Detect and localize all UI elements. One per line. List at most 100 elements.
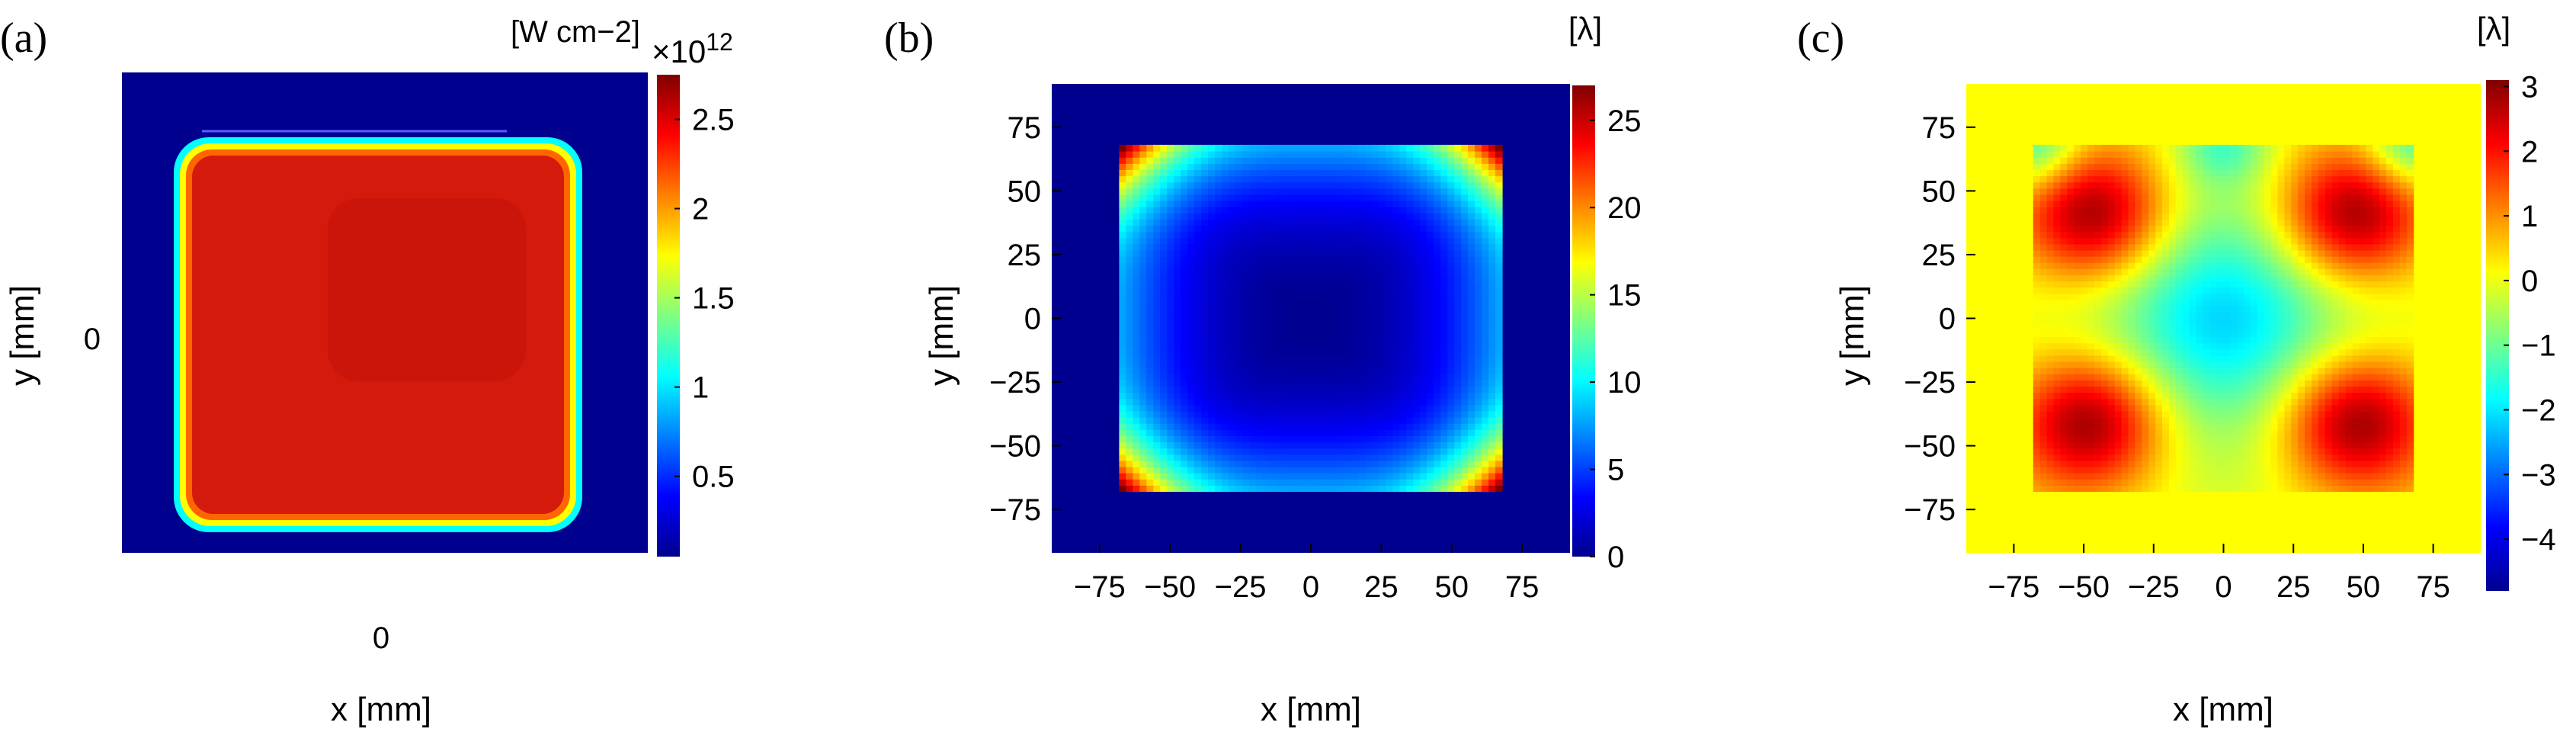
heatmap-cell bbox=[2060, 330, 2068, 338]
heatmap-cell bbox=[1181, 163, 1188, 170]
heatmap-cell bbox=[1344, 467, 1353, 474]
heatmap-cell bbox=[2230, 243, 2238, 251]
heatmap-cell bbox=[1228, 268, 1236, 275]
heatmap-cell bbox=[2223, 429, 2231, 437]
heatmap-cell bbox=[1153, 330, 1161, 338]
heatmap-cell bbox=[1344, 423, 1353, 430]
heatmap-cell bbox=[1454, 175, 1462, 183]
heatmap-cell bbox=[1276, 194, 1284, 201]
heatmap-cell bbox=[1372, 417, 1380, 424]
heatmap-cell bbox=[1338, 355, 1346, 362]
heatmap-cell bbox=[2168, 268, 2177, 275]
heatmap-cell bbox=[2114, 368, 2123, 374]
heatmap-cell bbox=[1475, 249, 1482, 257]
heatmap-cell bbox=[1174, 348, 1181, 356]
heatmap-cell bbox=[1379, 410, 1387, 418]
heatmap-cell bbox=[2142, 485, 2149, 493]
heatmap-cell bbox=[1201, 429, 1209, 437]
heatmap-cell bbox=[1201, 243, 1209, 251]
heatmap-cell bbox=[1146, 336, 1154, 344]
heatmap-cell bbox=[1420, 293, 1427, 300]
heatmap-cell bbox=[2155, 348, 2163, 356]
heatmap-cell bbox=[1133, 473, 1140, 480]
heatmap-cell bbox=[2230, 380, 2238, 387]
heatmap-cell bbox=[2162, 435, 2170, 443]
heatmap-cell bbox=[1351, 392, 1360, 400]
heatmap-cell bbox=[1351, 299, 1360, 307]
heatmap-cell bbox=[2053, 417, 2061, 424]
heatmap-cell bbox=[1222, 324, 1229, 332]
heatmap-cell bbox=[1296, 256, 1305, 263]
heatmap-cell bbox=[1399, 448, 1407, 455]
heatmap-cell bbox=[2196, 231, 2204, 239]
heatmap-cell bbox=[1222, 144, 1229, 152]
heatmap-cell bbox=[2216, 429, 2224, 437]
heatmap-cell bbox=[1228, 423, 1236, 430]
heatmap-cell bbox=[1139, 410, 1147, 418]
heatmap-cell bbox=[2121, 188, 2129, 195]
heatmap-cell bbox=[1351, 348, 1360, 356]
heatmap-cell bbox=[2114, 435, 2123, 443]
heatmap-cell bbox=[1269, 157, 1277, 164]
heatmap-cell bbox=[2107, 374, 2116, 380]
heatmap-cell bbox=[1303, 144, 1312, 152]
heatmap-cell bbox=[1153, 479, 1161, 486]
heatmap-cell bbox=[2081, 200, 2088, 207]
heatmap-cell bbox=[1269, 225, 1277, 233]
heatmap-cell bbox=[1303, 225, 1312, 233]
heatmap-cell bbox=[2128, 460, 2135, 467]
heatmap-cell bbox=[2114, 243, 2123, 251]
heatmap-cell bbox=[2216, 318, 2224, 325]
heatmap-cell bbox=[1235, 243, 1243, 251]
heatmap-cell bbox=[1488, 342, 1496, 350]
heatmap-cell bbox=[2189, 194, 2197, 201]
heatmap-cell bbox=[2121, 398, 2129, 406]
heatmap-cell bbox=[1392, 157, 1400, 164]
heatmap-cell bbox=[1338, 386, 1346, 393]
heatmap-cell bbox=[1324, 392, 1332, 400]
heatmap-cell bbox=[1351, 249, 1360, 257]
heatmap-cell bbox=[1317, 151, 1325, 158]
heatmap-cell bbox=[1174, 213, 1181, 220]
heatmap-cell bbox=[2107, 200, 2116, 207]
heatmap-cell bbox=[2216, 225, 2224, 233]
heatmap-cell bbox=[1324, 374, 1332, 380]
heatmap-cell bbox=[1269, 342, 1277, 350]
heatmap-cell bbox=[2087, 485, 2095, 493]
heatmap-cell bbox=[1187, 200, 1195, 207]
heatmap-cell bbox=[2107, 231, 2116, 239]
heatmap-cell bbox=[1365, 305, 1373, 313]
heatmap-cell bbox=[1317, 237, 1325, 245]
heatmap-cell bbox=[1139, 299, 1147, 307]
colorbar-tick-label: 2.5 bbox=[692, 104, 735, 137]
heatmap-cell bbox=[1331, 181, 1339, 189]
heatmap-cell bbox=[2087, 219, 2095, 226]
heatmap-cell bbox=[1413, 219, 1421, 226]
heatmap-cell bbox=[2053, 318, 2061, 325]
heatmap-cell bbox=[1475, 231, 1482, 239]
heatmap-cell bbox=[2155, 435, 2163, 443]
heatmap-cell bbox=[1187, 324, 1195, 332]
heatmap-cell bbox=[1160, 348, 1168, 356]
heatmap-cell bbox=[1482, 249, 1489, 257]
heatmap-cell bbox=[2142, 348, 2149, 356]
heatmap-cell bbox=[2074, 404, 2081, 412]
heatmap-cell bbox=[1324, 188, 1332, 195]
heatmap-cell bbox=[2087, 175, 2095, 183]
heatmap-cell bbox=[2100, 355, 2109, 362]
heatmap-cell bbox=[1406, 287, 1414, 294]
heatmap-cell bbox=[2121, 219, 2129, 226]
heatmap-cell bbox=[1482, 237, 1489, 245]
heatmap-cell bbox=[2223, 398, 2231, 406]
heatmap-cell bbox=[1248, 262, 1257, 269]
heatmap-cell bbox=[1255, 348, 1264, 356]
heatmap-cell bbox=[2182, 175, 2190, 183]
heatmap-cell bbox=[1228, 281, 1236, 288]
heatmap-cell bbox=[1303, 256, 1312, 263]
heatmap-cell bbox=[1167, 200, 1174, 207]
heatmap-cell bbox=[1468, 157, 1475, 164]
heatmap-cell bbox=[1440, 231, 1448, 239]
heatmap-cell bbox=[1119, 256, 1126, 263]
heatmap-cell bbox=[2237, 151, 2244, 158]
heatmap-cell bbox=[1283, 361, 1291, 368]
